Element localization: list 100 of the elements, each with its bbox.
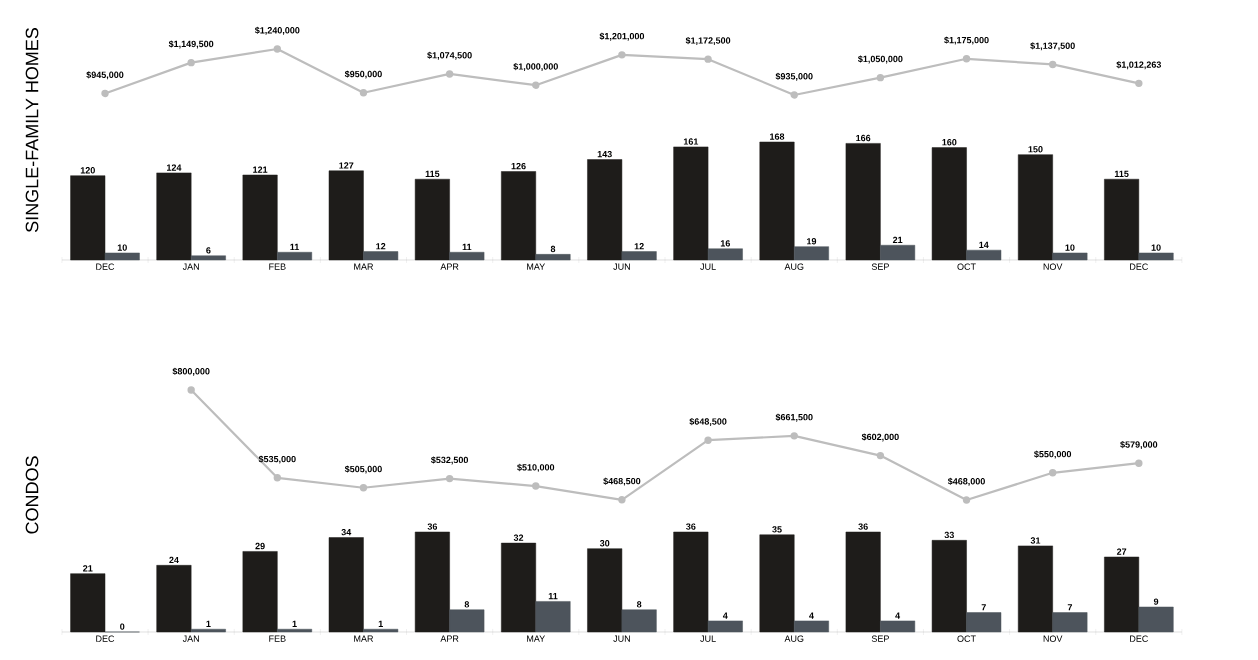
x-tick-label: MAR	[354, 635, 374, 642]
data-label: 11	[548, 593, 558, 600]
data-label: 4	[895, 612, 901, 619]
data-label: 29	[255, 542, 265, 550]
bar	[449, 252, 485, 261]
data-label: 161	[683, 138, 699, 145]
x-tick-label: OCT	[957, 263, 976, 270]
point	[962, 496, 971, 504]
x-tick-label: FEB	[269, 263, 286, 270]
data-label: $1,050,000	[857, 55, 903, 64]
x-tick-label: FEB	[269, 635, 286, 642]
data-label: 12	[376, 243, 386, 250]
point	[359, 484, 368, 492]
x-tick-label: AUG	[784, 263, 804, 270]
data-label: 0	[120, 623, 125, 630]
bar	[156, 565, 192, 633]
bar	[242, 551, 278, 633]
bar	[673, 146, 709, 261]
data-label: 126	[511, 162, 526, 170]
x-tick-label: DEC	[1130, 263, 1148, 270]
bar	[363, 251, 399, 261]
data-label: $935,000	[775, 72, 813, 81]
bar	[759, 141, 795, 261]
data-label: $648,500	[689, 417, 727, 426]
data-label: $1,149,500	[168, 40, 214, 49]
data-label: 10	[117, 244, 127, 251]
x-tick-label: JUL	[700, 635, 716, 642]
data-label: 32	[513, 534, 524, 541]
x-tick-label: OCT	[957, 635, 976, 642]
data-label: $1,012,263	[1116, 61, 1162, 70]
data-label: $1,201,000	[599, 32, 645, 41]
data-label: $1,137,500	[1030, 42, 1075, 51]
data-label: $468,500	[603, 477, 641, 486]
data-label: 14	[979, 241, 989, 248]
data-label: $602,000	[861, 433, 899, 442]
x-tick-label: MAY	[527, 635, 545, 642]
data-label: 8	[464, 601, 470, 608]
data-label: 124	[166, 164, 182, 171]
bar	[449, 609, 485, 633]
data-label: 121	[253, 166, 268, 173]
bar	[931, 540, 967, 633]
point	[359, 89, 368, 97]
point	[618, 496, 626, 504]
bar	[70, 573, 106, 633]
bar	[793, 246, 829, 261]
bar	[587, 548, 623, 633]
data-label: $800,000	[172, 367, 210, 376]
bar	[1104, 178, 1140, 261]
data-label: 27	[1116, 548, 1127, 555]
data-label: $510,000	[517, 463, 555, 472]
x-tick-label: MAR	[354, 263, 374, 270]
bar	[104, 252, 140, 261]
point	[187, 58, 195, 67]
x-tick-label: NOV	[1043, 635, 1063, 642]
bar	[328, 537, 364, 633]
bar	[414, 531, 450, 633]
bar	[501, 542, 537, 633]
bar	[707, 620, 743, 633]
point	[445, 70, 454, 78]
data-label: $1,175,000	[944, 36, 989, 45]
data-label: 36	[427, 523, 438, 530]
point	[704, 55, 712, 63]
bar	[793, 620, 829, 633]
data-label: 8	[636, 601, 642, 608]
bar	[1052, 612, 1088, 633]
x-tick-label: SEP	[871, 263, 889, 270]
point	[876, 451, 885, 460]
point	[445, 474, 454, 483]
y-axis-title: CONDOS	[25, 456, 39, 534]
x-tick-label: JUN	[613, 635, 630, 642]
point	[1048, 469, 1057, 477]
x-tick-label: APR	[440, 635, 459, 642]
data-label: $950,000	[344, 70, 382, 79]
data-label: 10	[1065, 244, 1075, 251]
bar	[535, 601, 571, 633]
data-label: 115	[1114, 170, 1129, 178]
bar	[277, 252, 313, 261]
x-tick-label: APR	[440, 263, 459, 270]
x-tick-label: JUL	[700, 263, 716, 270]
x-tick-label: SEP	[871, 635, 889, 642]
bar	[501, 171, 537, 261]
data-label: $505,000	[344, 465, 382, 474]
data-label: 8	[550, 245, 556, 253]
bar	[328, 170, 364, 261]
x-tick-label: JAN	[182, 263, 199, 270]
data-label: 34	[341, 528, 352, 536]
bar	[242, 174, 278, 261]
bar	[190, 628, 226, 633]
data-label: 1	[292, 620, 297, 628]
x-tick-label: JUN	[613, 263, 630, 270]
point	[876, 73, 885, 82]
x-tick-label: DEC	[96, 263, 115, 270]
bar	[414, 178, 450, 261]
bar	[1017, 545, 1053, 633]
bar	[1138, 252, 1174, 261]
data-label: 120	[80, 167, 95, 174]
data-label: $468,000	[947, 477, 985, 486]
data-label: 16	[720, 240, 730, 247]
bar	[587, 159, 623, 261]
x-tick-label: JAN	[182, 635, 199, 642]
